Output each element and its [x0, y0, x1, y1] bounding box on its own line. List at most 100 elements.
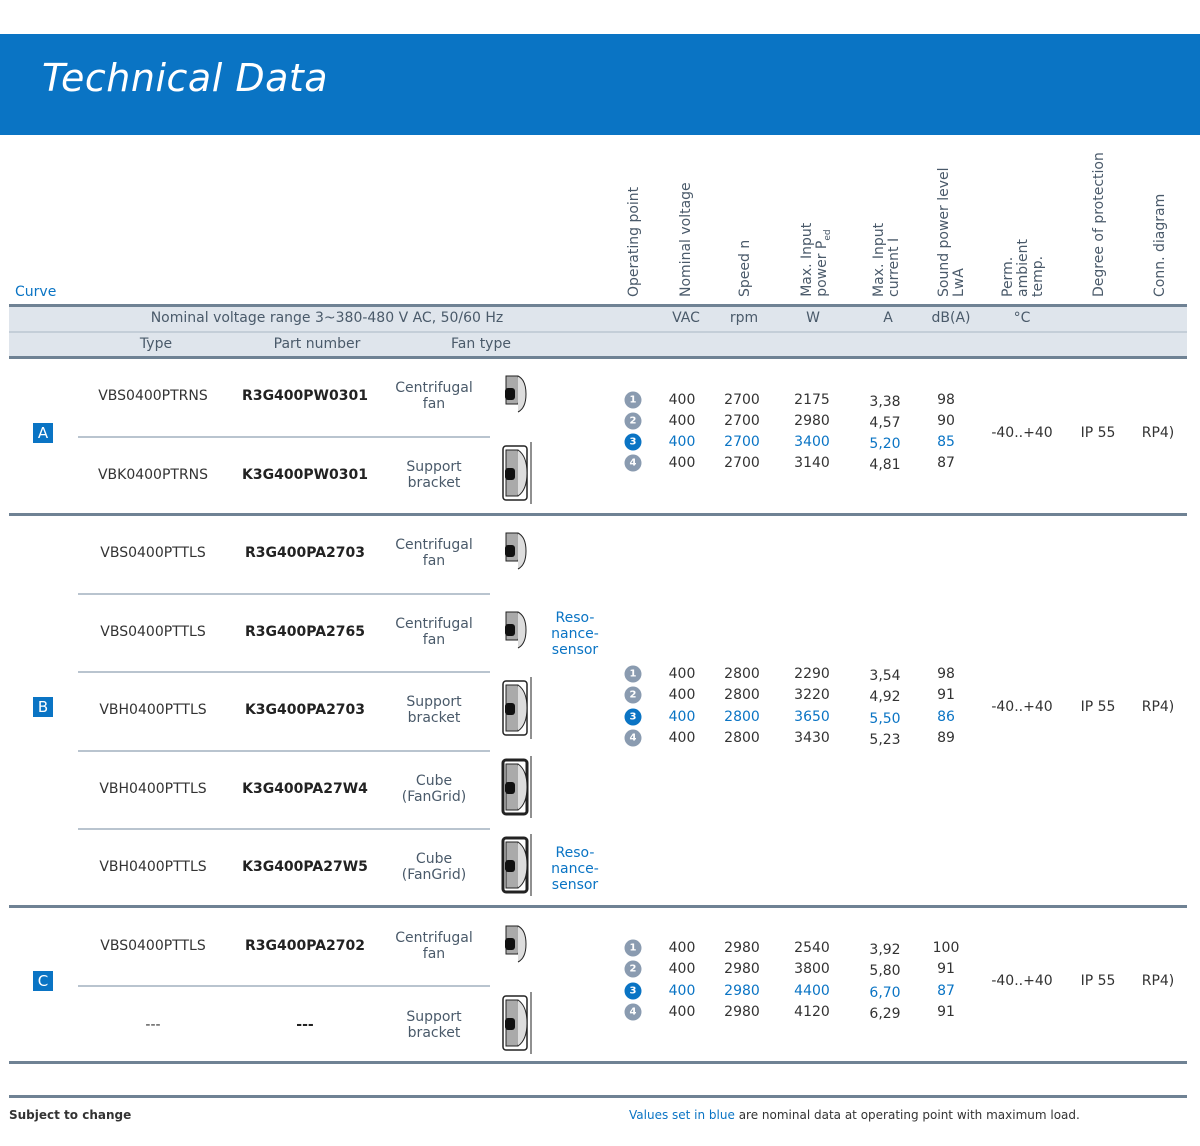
row-separator — [78, 828, 490, 830]
value-cell: 2700 — [724, 412, 760, 429]
operating-point-badge: 1 — [624, 939, 642, 957]
protection-cell: IP 55 — [1080, 424, 1116, 441]
operating-point-badge: 2 — [624, 412, 642, 430]
operating-point-badge: 1 — [624, 391, 642, 408]
operating-point-badge: 4 — [624, 454, 642, 472]
value-cell: 5,50 — [869, 710, 901, 727]
fan-type-cell: Cube (FanGrid) — [401, 773, 467, 805]
value-cell: 400 — [668, 1003, 696, 1020]
curve-label: C — [33, 971, 53, 991]
value-cell: 400 — [668, 940, 696, 956]
footer-note: Values set in blue are nominal data at o… — [629, 1108, 1080, 1122]
fan-type-cell: Centrifugal fan — [395, 930, 473, 962]
part-number-cell: K3G400PW0301 — [242, 467, 368, 483]
type-cell: VBK0400PTRNS — [97, 467, 209, 483]
value-cell: 400 — [668, 666, 696, 682]
operating-point-badge: 4 — [624, 729, 642, 747]
bracket-icon — [501, 990, 535, 1060]
part-number-cell: K3G400PA27W4 — [242, 781, 368, 797]
curve-label: A — [33, 422, 53, 443]
section-rule — [9, 905, 1187, 908]
value-cell: 91 — [937, 1003, 955, 1020]
value-cell: 2800 — [724, 666, 760, 682]
type-cell: VBS0400PTRNS — [98, 388, 208, 404]
footer-rule — [9, 1095, 1187, 1098]
value-cell: 400 — [668, 961, 696, 978]
part-number-cell: R3G400PA2702 — [244, 938, 366, 954]
type-cell: VBH0400PTTLS — [99, 859, 207, 875]
fan-type-header: Fan type — [451, 336, 511, 352]
value-cell: 4,81 — [869, 457, 901, 474]
title-banner: Technical Data — [0, 34, 1200, 135]
column-header-line: Speed n — [737, 239, 753, 297]
rule — [9, 331, 1187, 333]
column-header-line: Sound power level — [936, 167, 952, 297]
column-header-line: power Ped — [814, 229, 833, 297]
part-number-cell: --- — [296, 1017, 314, 1033]
fan-icon — [501, 605, 531, 659]
value-cell: 400 — [668, 708, 696, 725]
value-cell: 400 — [668, 729, 696, 746]
value-cell: 4120 — [794, 1003, 830, 1020]
part-number-cell: K3G400PA27W5 — [242, 859, 368, 875]
column-header: Operating point — [626, 187, 642, 297]
part-number-cell: R3G400PA2765 — [244, 624, 366, 640]
footer-rest: are nominal data at operating point with… — [734, 1108, 1080, 1122]
fan-icon — [501, 369, 531, 423]
resonance-sensor-note: Reso- nance- sensor — [551, 845, 599, 893]
subject-to-change: Subject to change — [9, 1108, 132, 1122]
value-cell: 4,57 — [869, 414, 901, 431]
conn-diagram-cell: RP4) — [1141, 973, 1175, 989]
part-number-cell: K3G400PA2703 — [244, 702, 366, 718]
value-cell: 2980 — [724, 1003, 760, 1020]
column-header: Max. Input current I — [871, 223, 902, 297]
value-cell: 87 — [937, 455, 955, 472]
footer-blue: Values set in blue — [629, 1108, 735, 1122]
unit-label: rpm — [729, 310, 759, 326]
value-cell: 2800 — [724, 687, 760, 704]
units-bar — [9, 307, 1187, 332]
type-header: Type — [139, 336, 173, 352]
conn-diagram-cell: RP4) — [1141, 424, 1175, 441]
column-header: Degree of protection — [1091, 152, 1107, 297]
column-header: Max. Input power Ped — [799, 223, 836, 297]
fan-type-cell: Centrifugal fan — [395, 380, 473, 412]
protection-cell: IP 55 — [1080, 973, 1116, 989]
row-separator — [78, 985, 490, 987]
row-separator — [78, 750, 490, 752]
part-number-cell: R3G400PA2703 — [244, 545, 366, 561]
fan-icon — [501, 526, 531, 580]
resonance-sensor-note: Reso- nance- sensor — [551, 610, 599, 658]
value-cell: 4400 — [794, 982, 830, 999]
page-title: Technical Data — [42, 56, 329, 100]
type-cell: --- — [145, 1017, 161, 1033]
value-cell: 91 — [937, 961, 955, 978]
column-header-line: ambient — [1015, 239, 1031, 297]
unit-label: W — [806, 310, 820, 326]
temp-cell: -40..+40 — [991, 973, 1053, 989]
value-cell: 86 — [937, 708, 955, 725]
value-cell: 87 — [937, 982, 955, 999]
fan-type-cell: Cube (FanGrid) — [401, 851, 467, 883]
value-cell: 2800 — [724, 708, 760, 725]
column-header-line: LwA — [951, 268, 967, 297]
unit-label: VAC — [672, 310, 700, 326]
fan-type-cell: Support bracket — [406, 694, 462, 726]
value-cell: 2980 — [794, 412, 830, 429]
value-cell: 3220 — [794, 687, 830, 704]
part-number-header: Part number — [273, 336, 361, 352]
value-cell: 400 — [668, 455, 696, 472]
voltage-range: Nominal voltage range 3~380-480 V AC, 50… — [150, 310, 504, 326]
value-cell: 3400 — [794, 434, 830, 451]
value-cell: 2700 — [724, 455, 760, 472]
value-cell: 400 — [668, 391, 696, 408]
column-header: Sound power level LwA — [936, 167, 967, 297]
value-cell: 2980 — [724, 940, 760, 956]
row-separator — [78, 436, 490, 438]
unit-label: dB(A) — [931, 310, 971, 326]
protection-cell: IP 55 — [1080, 699, 1116, 715]
fan-type-cell: Support bracket — [406, 459, 462, 491]
operating-point-badge: 2 — [624, 960, 642, 978]
operating-point-badge: 1 — [624, 665, 642, 683]
value-cell: 100 — [932, 940, 960, 956]
